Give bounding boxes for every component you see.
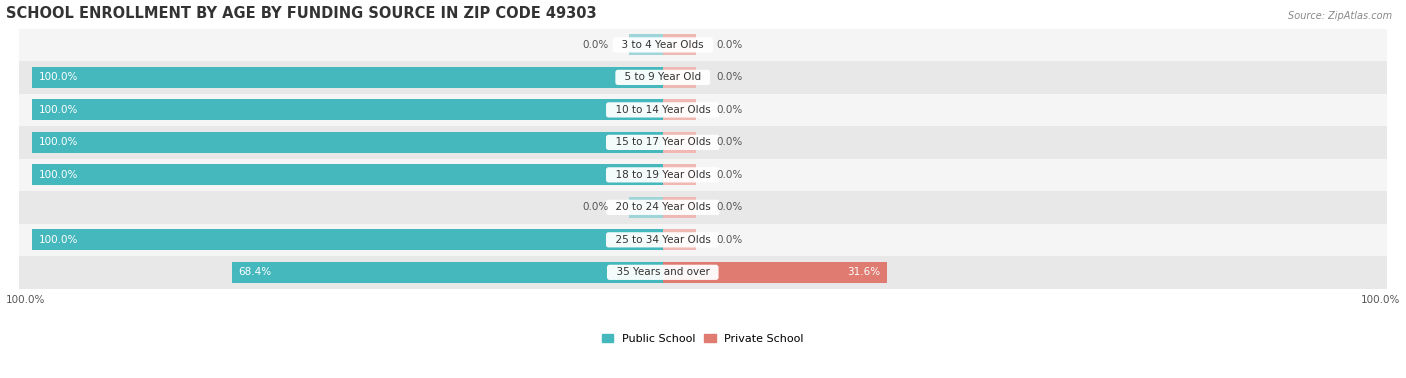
Text: 35 Years and over: 35 Years and over <box>610 267 716 277</box>
Bar <box>18 29 1388 61</box>
Bar <box>662 229 696 250</box>
Text: 31.6%: 31.6% <box>848 267 880 277</box>
Text: 0.0%: 0.0% <box>583 202 609 212</box>
Bar <box>662 34 696 56</box>
Bar <box>18 191 1388 224</box>
Text: 3 to 4 Year Olds: 3 to 4 Year Olds <box>616 40 710 50</box>
Bar <box>662 67 696 88</box>
Bar <box>32 132 662 153</box>
Text: 20 to 24 Year Olds: 20 to 24 Year Olds <box>609 202 717 212</box>
Bar <box>32 99 662 121</box>
Bar <box>18 224 1388 256</box>
Text: 0.0%: 0.0% <box>717 73 742 82</box>
Bar <box>18 126 1388 159</box>
Text: 100.0%: 100.0% <box>6 295 45 305</box>
Bar <box>18 94 1388 126</box>
Bar <box>630 34 662 56</box>
Text: 18 to 19 Year Olds: 18 to 19 Year Olds <box>609 170 717 180</box>
Bar <box>18 159 1388 191</box>
Text: 25 to 34 Year Olds: 25 to 34 Year Olds <box>609 235 717 245</box>
Bar <box>662 262 887 283</box>
Text: 10 to 14 Year Olds: 10 to 14 Year Olds <box>609 105 717 115</box>
Bar <box>32 67 662 88</box>
Text: 0.0%: 0.0% <box>717 235 742 245</box>
Bar <box>630 197 662 218</box>
Bar <box>662 99 696 121</box>
Bar <box>232 262 662 283</box>
Bar <box>18 61 1388 94</box>
Bar <box>662 164 696 186</box>
Text: 5 to 9 Year Old: 5 to 9 Year Old <box>619 73 707 82</box>
Bar <box>662 132 696 153</box>
Bar <box>32 164 662 186</box>
Text: Source: ZipAtlas.com: Source: ZipAtlas.com <box>1288 11 1392 21</box>
Text: 0.0%: 0.0% <box>717 40 742 50</box>
Bar <box>662 197 696 218</box>
Text: SCHOOL ENROLLMENT BY AGE BY FUNDING SOURCE IN ZIP CODE 49303: SCHOOL ENROLLMENT BY AGE BY FUNDING SOUR… <box>6 6 596 20</box>
Bar <box>32 229 662 250</box>
Text: 0.0%: 0.0% <box>717 170 742 180</box>
Bar <box>18 256 1388 288</box>
Text: 100.0%: 100.0% <box>39 137 79 147</box>
Text: 0.0%: 0.0% <box>717 105 742 115</box>
Text: 15 to 17 Year Olds: 15 to 17 Year Olds <box>609 137 717 147</box>
Legend: Public School, Private School: Public School, Private School <box>598 329 808 348</box>
Text: 100.0%: 100.0% <box>39 105 79 115</box>
Text: 68.4%: 68.4% <box>238 267 271 277</box>
Text: 100.0%: 100.0% <box>39 170 79 180</box>
Text: 100.0%: 100.0% <box>39 73 79 82</box>
Text: 100.0%: 100.0% <box>1361 295 1400 305</box>
Text: 0.0%: 0.0% <box>583 40 609 50</box>
Text: 0.0%: 0.0% <box>717 137 742 147</box>
Text: 0.0%: 0.0% <box>717 202 742 212</box>
Text: 100.0%: 100.0% <box>39 235 79 245</box>
